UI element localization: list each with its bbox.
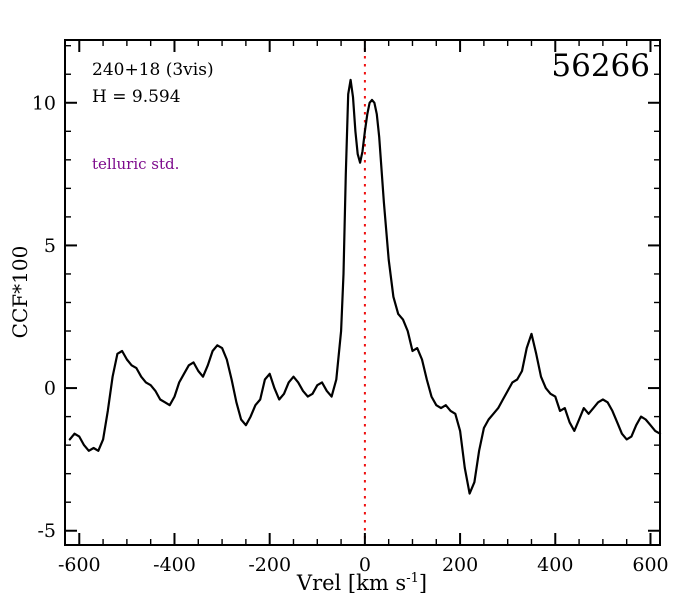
x-tick-label: -400 <box>153 554 196 576</box>
x-axis-title-close: ] <box>418 571 428 595</box>
x-axis-title: Vrel [km s-1] <box>297 571 427 595</box>
x-axis-title-superscript: -1 <box>406 571 419 586</box>
y-tick-label: 0 <box>44 378 56 400</box>
telluric-note-label: telluric std. <box>92 155 180 173</box>
x-tick-label: 200 <box>442 554 478 576</box>
x-tick-label: 600 <box>632 554 668 576</box>
y-tick-label: -5 <box>37 520 56 542</box>
x-tick-label: -600 <box>58 554 101 576</box>
h-magnitude-label: H = 9.594 <box>92 87 181 107</box>
x-tick-label: 400 <box>537 554 573 576</box>
ccf-curve <box>68 78 662 495</box>
object-id-label: 240+18 (3vis) <box>92 60 214 80</box>
x-tick-label: -200 <box>248 554 291 576</box>
x-axis-title-main: Vrel [km s <box>296 571 407 595</box>
y-axis-title: CCF*100 <box>8 245 32 339</box>
frame-id-label: 56266 <box>551 48 650 84</box>
x-tick-label: 0 <box>359 554 371 576</box>
plot-frame <box>64 39 661 546</box>
y-tick-label: 10 <box>32 92 56 114</box>
y-tick-label: 5 <box>44 235 56 257</box>
